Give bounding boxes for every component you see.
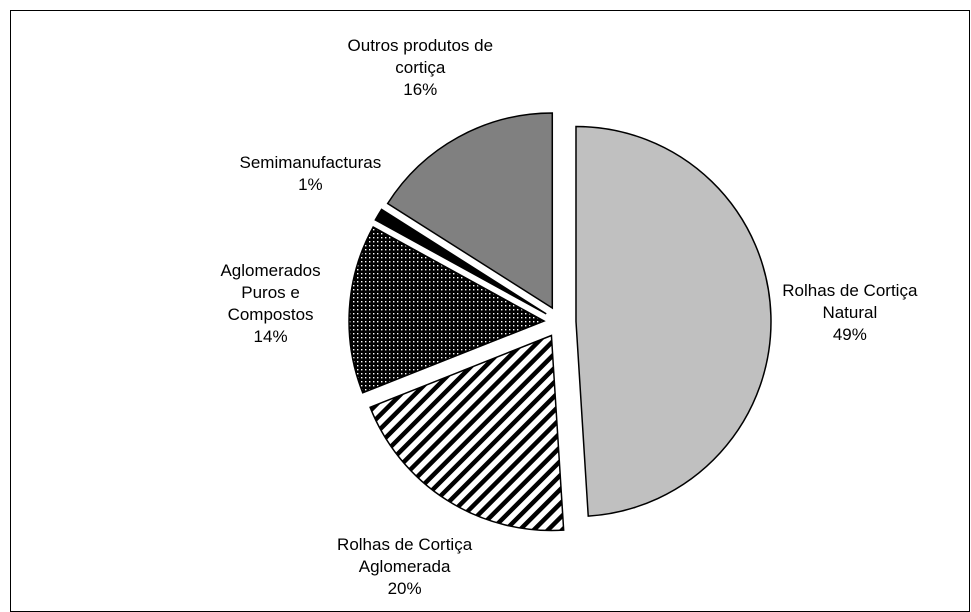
pie-slice	[386, 112, 554, 310]
slice-label: Rolhas de Cortiça Aglomerada 20%	[305, 534, 505, 600]
pie-slice	[348, 226, 546, 394]
pie-slice	[575, 125, 772, 517]
category-label: Aglomerados Puros e Compostos	[220, 260, 321, 324]
slice-label: Aglomerados Puros e Compostos 14%	[212, 260, 330, 348]
slice-label: Outros produtos de cortiça 16%	[325, 35, 515, 101]
value-label: 20%	[387, 578, 422, 598]
value-label: 16%	[403, 79, 438, 99]
value-label: 14%	[253, 326, 288, 346]
category-label: Rolhas de Cortiça Aglomerada	[337, 534, 473, 576]
pie-slice	[374, 208, 547, 315]
category-label: Rolhas de Cortiça Natural	[782, 280, 918, 322]
pie-slice	[369, 334, 565, 532]
category-label: Outros produtos de cortiça	[347, 35, 494, 77]
category-label: Semimanufacturas	[239, 153, 382, 173]
value-label: 1%	[298, 175, 323, 195]
slice-label: Semimanufacturas 1%	[210, 152, 410, 196]
slice-label: Rolhas de Cortiça Natural 49%	[770, 280, 930, 346]
value-label: 49%	[832, 324, 867, 344]
